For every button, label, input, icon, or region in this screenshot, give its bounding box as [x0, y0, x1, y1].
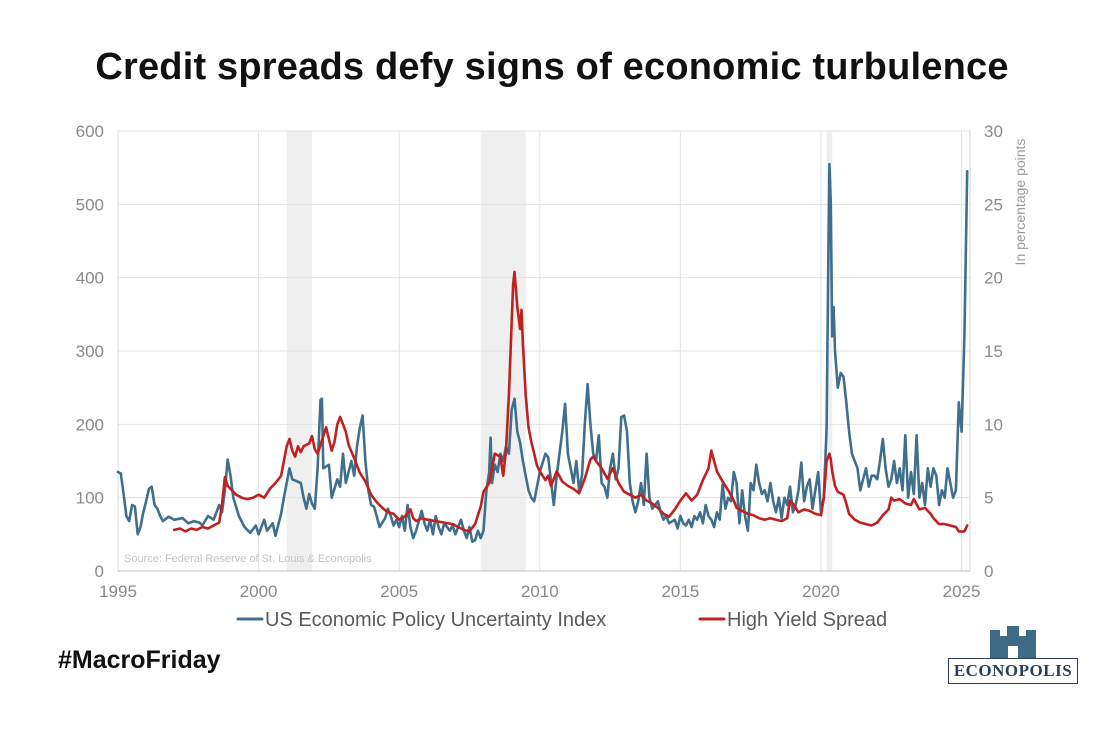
right-axis-label: In percentage points	[1012, 139, 1028, 266]
right-tick-label-2: 10	[984, 415, 1003, 434]
left-tick-label-4: 400	[76, 269, 104, 288]
right-tick-label-3: 15	[984, 342, 1003, 361]
legend-label-epu: US Economic Policy Uncertainty Index	[265, 609, 606, 631]
legend: US Economic Policy Uncertainty Index Hig…	[236, 609, 887, 631]
econopolis-logo: ECONOPOLIS	[948, 626, 1078, 686]
series-line-uncertainty-index	[116, 162, 969, 543]
logo-wordmark: ECONOPOLIS	[948, 658, 1078, 684]
right-tick-label-4: 20	[984, 269, 1003, 288]
chart-title: Credit spreads defy signs of economic tu…	[95, 46, 1009, 88]
x-tick-label-1: 2000	[240, 582, 278, 601]
legend-label-hy: High Yield Spread	[727, 609, 887, 631]
gridlines	[117, 130, 971, 572]
source-note: Source: Federal Reserve of St. Louis & E…	[124, 553, 372, 565]
x-tick-label-5: 2020	[802, 582, 840, 601]
left-tick-label-3: 300	[76, 342, 104, 361]
tower-icon	[990, 626, 1036, 660]
hashtag: #MacroFriday	[58, 646, 221, 674]
x-tick-label-3: 2010	[521, 582, 559, 601]
right-tick-label-5: 25	[984, 195, 1003, 214]
x-tick-label-0: 1995	[99, 582, 137, 601]
x-tick-label-4: 2015	[661, 582, 699, 601]
left-tick-label-0: 0	[95, 562, 104, 581]
left-tick-label-1: 100	[76, 489, 104, 508]
left-axis: 0 100 200 300 400 500 600	[76, 122, 104, 581]
right-tick-label-6: 30	[984, 122, 1003, 141]
right-tick-label-1: 5	[984, 489, 993, 508]
series-line-high-yield-spread	[172, 270, 969, 533]
left-tick-label-5: 500	[76, 195, 104, 214]
right-axis: 0 5 10 15 20 25 30	[984, 122, 1003, 581]
left-tick-label-6: 600	[76, 122, 104, 141]
x-tick-label-2: 2005	[380, 582, 418, 601]
x-axis: 1995 2000 2005 2010 2015 2020 2025	[99, 582, 980, 601]
right-tick-label-0: 0	[984, 562, 993, 581]
left-tick-label-2: 200	[76, 415, 104, 434]
x-tick-label-6: 2025	[943, 582, 981, 601]
series-lines	[116, 162, 969, 543]
